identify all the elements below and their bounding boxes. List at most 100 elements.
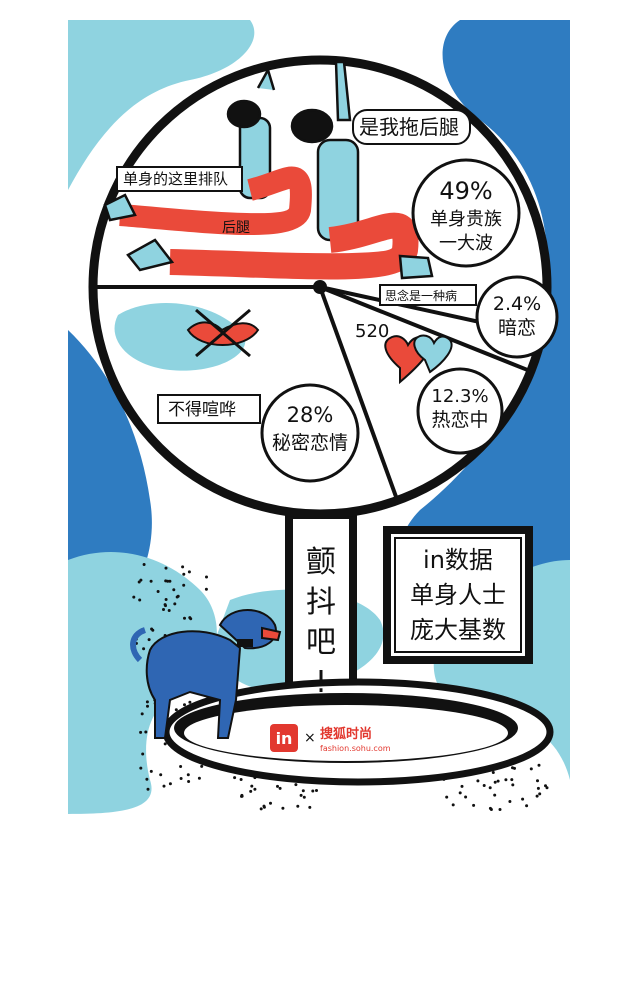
decor-dot bbox=[537, 763, 541, 767]
decor-dot bbox=[179, 777, 183, 780]
decor-dot bbox=[458, 791, 462, 795]
decor-dot bbox=[174, 708, 178, 712]
logo-brand-text: 搜狐时尚 bbox=[320, 726, 372, 742]
decor-dot bbox=[149, 769, 153, 773]
decor-dot bbox=[536, 779, 539, 783]
decor-dot bbox=[162, 784, 166, 788]
crossed-lips-icon bbox=[114, 303, 260, 371]
decor-dot bbox=[156, 590, 160, 593]
decor-dot bbox=[142, 563, 146, 566]
decor-dot bbox=[451, 803, 455, 807]
decor-dot bbox=[488, 786, 492, 790]
pie-center-dot bbox=[313, 280, 327, 294]
decor-dot bbox=[167, 609, 171, 612]
value-label-crush: 2.4% bbox=[493, 293, 541, 315]
decor-dot bbox=[472, 803, 476, 807]
decor-dot bbox=[536, 786, 540, 790]
decor-dot bbox=[181, 565, 185, 569]
decor-dot bbox=[482, 784, 486, 787]
decor-dot bbox=[535, 794, 539, 798]
decor-dot bbox=[140, 712, 144, 716]
category-label-single-line2: 一大波 bbox=[439, 233, 493, 254]
decor-dot bbox=[164, 598, 168, 601]
no-noise-label: 不得喧哗 bbox=[168, 400, 236, 420]
decor-dot bbox=[504, 778, 508, 782]
decor-dot bbox=[269, 801, 272, 805]
decor-dot bbox=[145, 777, 149, 781]
value-bubbles: 49% 单身贵族 一大波 2.4% 暗恋 12.3% 热恋中 28% 秘密恋情 bbox=[260, 158, 559, 483]
stretching-people-illustration bbox=[103, 60, 434, 280]
decor-dot bbox=[513, 766, 516, 770]
decor-dot bbox=[308, 805, 312, 809]
value-label-single: 49% bbox=[439, 177, 492, 205]
decor-dot bbox=[508, 800, 512, 803]
decor-dot bbox=[188, 616, 192, 620]
decor-dot bbox=[187, 570, 191, 574]
decor-dot bbox=[538, 792, 542, 796]
pie-slice-boundary-4 bbox=[318, 286, 398, 498]
decor-dot bbox=[200, 764, 204, 768]
decor-dot bbox=[142, 647, 146, 651]
decor-dot bbox=[139, 766, 143, 770]
decor-dot bbox=[173, 602, 177, 606]
logo-cross: × bbox=[304, 730, 316, 746]
decor-dot bbox=[183, 616, 186, 620]
info-box-line3: 庞大基数 bbox=[410, 616, 506, 644]
decor-dot bbox=[259, 807, 263, 811]
decor-dot bbox=[476, 779, 480, 783]
decor-dot bbox=[233, 776, 237, 780]
decor-dot bbox=[315, 789, 318, 792]
decor-dot bbox=[141, 752, 145, 756]
info-box-line1: in数据 bbox=[423, 546, 493, 574]
decor-dot bbox=[240, 793, 244, 797]
tremble-char-2: 抖 bbox=[306, 585, 336, 620]
decor-dot bbox=[253, 787, 257, 791]
value-label-in-love: 12.3% bbox=[431, 386, 488, 407]
decor-dot bbox=[510, 778, 514, 782]
decor-dot bbox=[460, 784, 464, 788]
speech-labels: 单身的这里排队 是我拖后腿 后腿 思念是一种病 520 不得喧哗 bbox=[116, 109, 477, 424]
value-label-secret: 28% bbox=[287, 403, 334, 427]
decor-dot bbox=[150, 627, 154, 631]
decor-dot bbox=[511, 783, 515, 787]
decor-dot bbox=[204, 587, 208, 591]
decor-dot bbox=[166, 579, 170, 583]
decor-dot bbox=[164, 566, 168, 570]
decor-dot bbox=[250, 784, 254, 788]
decor-dot bbox=[163, 603, 167, 607]
decor-dot bbox=[521, 797, 525, 801]
decor-dot bbox=[445, 795, 449, 799]
decor-dot bbox=[281, 806, 285, 810]
brand-logo: in × 搜狐时尚 fashion.sohu.com bbox=[270, 724, 391, 753]
tremble-text: 颤 抖 吧 ! bbox=[306, 545, 336, 700]
decor-dot bbox=[168, 579, 172, 583]
logo-badge-text: in bbox=[276, 729, 293, 748]
decor-dot bbox=[302, 795, 306, 799]
decor-dot bbox=[493, 780, 497, 784]
light-blue-blob-top bbox=[68, 20, 255, 190]
decor-dot bbox=[163, 742, 167, 746]
info-box: in数据 单身人士 庞大基数 bbox=[383, 526, 533, 664]
decor-dot bbox=[138, 598, 142, 602]
decor-dot bbox=[172, 588, 176, 592]
decor-dot bbox=[183, 703, 186, 707]
decor-dot bbox=[205, 575, 208, 579]
decor-dot bbox=[149, 579, 153, 583]
decor-dot bbox=[168, 782, 172, 786]
decor-dot bbox=[132, 595, 136, 599]
num-520-label: 520 bbox=[355, 321, 389, 342]
decor-dot bbox=[179, 765, 183, 768]
logo-url: fashion.sohu.com bbox=[320, 744, 391, 753]
decor-dot bbox=[301, 789, 305, 793]
decor-dot bbox=[145, 700, 149, 704]
decor-dot bbox=[525, 804, 529, 808]
decor-dot bbox=[159, 773, 163, 777]
category-label-in-love: 热恋中 bbox=[431, 409, 488, 431]
decor-dot bbox=[186, 773, 190, 777]
decor-dot bbox=[498, 808, 502, 811]
decor-dot bbox=[239, 778, 243, 781]
mirror-base bbox=[162, 678, 554, 786]
category-label-secret: 秘密恋情 bbox=[272, 432, 348, 454]
decor-dot bbox=[146, 787, 150, 791]
